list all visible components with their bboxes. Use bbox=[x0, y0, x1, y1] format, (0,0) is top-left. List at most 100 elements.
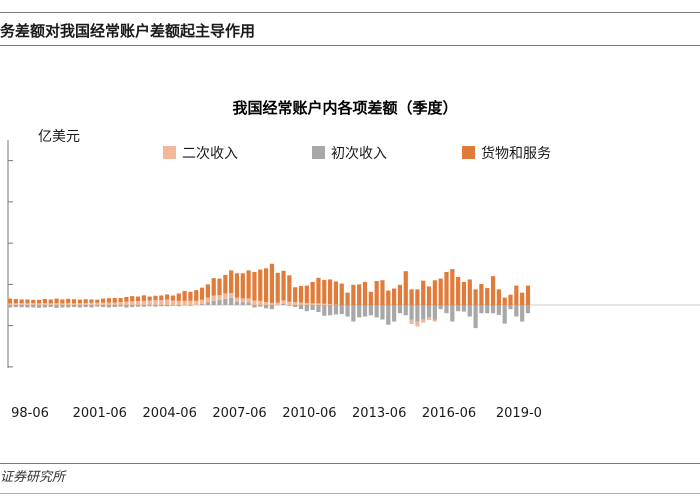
bar-goods-services bbox=[89, 299, 94, 303]
bar-goods-services bbox=[328, 279, 333, 305]
bar-goods-services bbox=[450, 269, 455, 305]
bar-goods-services bbox=[415, 289, 420, 305]
bar-goods-services bbox=[37, 299, 42, 304]
bar-primary-income bbox=[485, 305, 490, 314]
bar-primary-income bbox=[188, 305, 193, 306]
bar-primary-income bbox=[310, 305, 315, 310]
bar-secondary-income bbox=[258, 300, 263, 306]
bar-primary-income bbox=[19, 305, 24, 308]
bar-goods-services bbox=[368, 291, 373, 305]
bar-goods-services bbox=[199, 287, 205, 300]
bar-secondary-income bbox=[421, 319, 426, 323]
bar-primary-income bbox=[392, 305, 397, 322]
bar-goods-services bbox=[42, 299, 48, 304]
bar-goods-services bbox=[514, 285, 519, 305]
bar-primary-income bbox=[223, 298, 228, 305]
bar-primary-income bbox=[106, 305, 112, 308]
bar-primary-income bbox=[199, 303, 205, 305]
bar-secondary-income bbox=[37, 303, 42, 305]
bar-secondary-income bbox=[66, 303, 71, 305]
bar-goods-services bbox=[135, 296, 141, 302]
bar-secondary-income bbox=[147, 300, 152, 305]
bar-primary-income bbox=[246, 302, 251, 305]
bar-goods-services bbox=[176, 293, 181, 301]
bar-goods-services bbox=[153, 295, 158, 301]
bar-primary-income bbox=[403, 305, 408, 316]
header-top-rule bbox=[0, 12, 700, 13]
bar-goods-services bbox=[95, 299, 100, 303]
bar-secondary-income bbox=[141, 300, 146, 306]
bar-primary-income bbox=[77, 305, 82, 308]
bar-primary-income bbox=[345, 305, 350, 317]
bar-primary-income bbox=[234, 301, 240, 305]
legend-label-primary: 初次收入 bbox=[331, 145, 387, 162]
bar-goods-services bbox=[205, 284, 210, 298]
bar-goods-services bbox=[386, 290, 391, 305]
bar-secondary-income bbox=[426, 317, 432, 320]
bar-primary-income bbox=[397, 305, 403, 314]
bar-secondary-income bbox=[333, 304, 339, 306]
bar-goods-services bbox=[362, 281, 368, 305]
bar-secondary-income bbox=[112, 302, 117, 305]
legend-swatch-primary bbox=[312, 146, 325, 159]
bar-secondary-income bbox=[135, 301, 141, 305]
bar-primary-income bbox=[95, 305, 100, 307]
bar-primary-income bbox=[502, 305, 507, 324]
bar-primary-income bbox=[287, 305, 292, 306]
bar-secondary-income bbox=[287, 301, 292, 305]
legend-swatch-goods bbox=[462, 146, 475, 159]
bar-secondary-income bbox=[415, 321, 420, 327]
bar-primary-income bbox=[170, 305, 176, 306]
bar-primary-income bbox=[147, 305, 152, 307]
bar-goods-services bbox=[240, 273, 245, 299]
bar-secondary-income bbox=[205, 297, 210, 303]
bar-secondary-income bbox=[240, 298, 245, 303]
bar-goods-services bbox=[217, 278, 222, 296]
bar-primary-income bbox=[135, 305, 141, 307]
x-tick-label: 2019-0 bbox=[496, 406, 542, 421]
bar-primary-income bbox=[54, 305, 59, 308]
legend-label-goods: 货物和服务 bbox=[481, 145, 551, 162]
bar-goods-services bbox=[502, 297, 507, 305]
bar-secondary-income bbox=[60, 303, 65, 305]
bar-goods-services bbox=[130, 296, 135, 302]
bar-primary-income bbox=[229, 297, 234, 305]
bar-goods-services bbox=[211, 278, 216, 296]
bar-primary-income bbox=[153, 305, 158, 307]
bar-goods-services bbox=[345, 292, 350, 306]
bar-primary-income bbox=[357, 305, 362, 318]
bar-primary-income bbox=[71, 305, 77, 308]
bar-primary-income bbox=[205, 302, 210, 305]
bar-secondary-income bbox=[101, 302, 106, 305]
bar-goods-services bbox=[467, 279, 472, 305]
source-note: 证券研究所 bbox=[0, 470, 66, 485]
bar-goods-services bbox=[520, 292, 525, 306]
bar-secondary-income bbox=[77, 303, 82, 305]
bar-goods-services bbox=[229, 270, 234, 294]
bar-secondary-income bbox=[275, 302, 280, 305]
bar-primary-income bbox=[176, 305, 181, 307]
bar-secondary-income bbox=[118, 302, 123, 305]
bar-primary-income bbox=[490, 305, 496, 314]
bar-goods-services bbox=[25, 299, 30, 304]
chart-title: 我国经常账户内各项差额（季度） bbox=[232, 99, 457, 117]
bar-goods-services bbox=[234, 273, 240, 298]
bar-goods-services bbox=[118, 297, 123, 303]
bar-primary-income bbox=[456, 305, 461, 312]
bar-primary-income bbox=[165, 305, 170, 307]
bar-primary-income bbox=[66, 305, 71, 308]
bar-secondary-income bbox=[298, 302, 304, 305]
footer-rule bbox=[0, 463, 700, 464]
bar-goods-services bbox=[71, 299, 77, 304]
bar-primary-income bbox=[380, 305, 385, 320]
bar-secondary-income bbox=[304, 302, 309, 305]
footer-bottom-rule bbox=[0, 493, 700, 494]
bar-primary-income bbox=[252, 305, 257, 308]
bar-goods-services bbox=[83, 299, 88, 303]
bar-primary-income bbox=[42, 305, 48, 308]
bar-goods-services bbox=[106, 298, 112, 303]
bar-primary-income bbox=[368, 305, 373, 316]
bar-goods-services bbox=[194, 290, 199, 301]
bar-primary-income bbox=[281, 303, 286, 305]
bar-primary-income bbox=[496, 305, 501, 315]
